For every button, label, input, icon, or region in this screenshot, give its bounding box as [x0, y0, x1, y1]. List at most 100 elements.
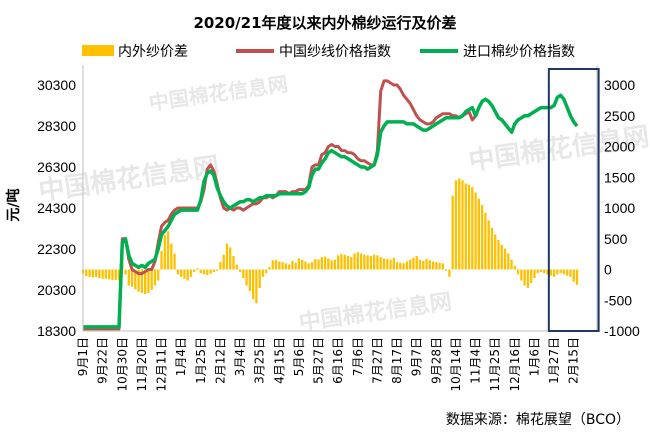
- spread-bar: [206, 269, 209, 276]
- spread-bar: [242, 269, 245, 279]
- spread-bar: [317, 259, 320, 270]
- spread-bar: [232, 255, 235, 270]
- spread-bar: [130, 269, 134, 287]
- x-tick-label: 3月25日: [253, 337, 267, 384]
- spread-bar: [291, 260, 294, 270]
- spread-bar: [117, 269, 121, 281]
- y-right-tick-label: 0: [604, 262, 612, 278]
- x-tick-label: 3月4日: [233, 337, 247, 376]
- spread-bar: [153, 269, 157, 286]
- spread-bar: [500, 244, 503, 270]
- spread-bar: [376, 255, 379, 270]
- spread-bar: [428, 260, 431, 270]
- spread-bar: [441, 263, 445, 270]
- y-right-tick-label: 1000: [604, 200, 635, 216]
- y-left-tick-label: 24300: [37, 200, 76, 216]
- spread-bar: [507, 253, 510, 270]
- spread-bar: [340, 254, 343, 270]
- x-tick-label: 11月25日: [488, 337, 502, 392]
- spread-bar: [104, 269, 108, 279]
- spread-bar: [160, 251, 163, 270]
- spread-bar: [229, 247, 232, 270]
- spread-bar: [248, 269, 251, 292]
- spread-bar: [337, 255, 340, 270]
- spread-bar: [219, 262, 222, 270]
- x-tick-label: 9月1日: [76, 337, 90, 376]
- spread-bar: [268, 267, 271, 270]
- spread-bar: [412, 257, 415, 270]
- y-right-tick-label: 2000: [604, 139, 635, 155]
- x-tick-label: 10月30日: [115, 337, 129, 392]
- spread-bar: [418, 259, 422, 270]
- y-left-tick-label: 20300: [37, 282, 76, 298]
- spread-bar: [575, 269, 579, 285]
- spread-bar: [389, 259, 392, 270]
- spread-bar: [98, 269, 101, 279]
- legend-swatch-spread: [82, 45, 114, 56]
- spread-bar: [549, 269, 552, 276]
- spread-bar: [402, 263, 405, 270]
- spread-bar: [274, 259, 278, 270]
- legend-label-spread: 内外纱价差: [118, 44, 188, 60]
- spread-bar: [559, 269, 562, 274]
- spread-bar: [238, 269, 242, 272]
- spread-bar: [212, 269, 216, 272]
- spread-bar: [464, 183, 467, 270]
- spread-bar: [415, 255, 418, 270]
- spread-bar: [258, 269, 261, 288]
- x-tick-label: 1月25日: [194, 337, 208, 384]
- spread-bar: [111, 269, 114, 280]
- cy-index-line: [83, 79, 579, 331]
- spread-bar: [304, 261, 307, 270]
- spread-bar: [448, 269, 451, 277]
- spread-bar: [261, 269, 265, 277]
- y-left-tick-label: 22300: [37, 241, 76, 257]
- spread-bar: [438, 262, 441, 270]
- highlight-box: [547, 68, 600, 332]
- spread-bar: [330, 260, 333, 270]
- spread-bar: [543, 269, 546, 274]
- watermark-text: 中国棉花信息网: [147, 72, 289, 115]
- x-tick-label: 6月16日: [331, 337, 345, 384]
- spread-bar: [369, 255, 373, 270]
- spread-bar: [363, 254, 366, 270]
- spread-bar: [490, 227, 494, 270]
- x-tick-label: 11月20日: [135, 337, 149, 392]
- spread-bar: [271, 260, 274, 270]
- x-tick-label: 2月12日: [213, 337, 227, 384]
- y-left-tick-label: 18300: [37, 323, 76, 339]
- spread-bar: [281, 262, 284, 270]
- x-tick-label: 1月4日: [174, 337, 188, 376]
- x-tick-label: 4月15日: [272, 337, 286, 384]
- spread-bar: [539, 269, 543, 272]
- y-left-axis-label: 元/吨: [5, 188, 22, 221]
- spread-bar: [163, 235, 166, 270]
- y-right-tick-label: 1500: [604, 169, 635, 185]
- spread-bar: [310, 262, 314, 270]
- spread-bar: [536, 269, 539, 274]
- spread-bar: [477, 198, 480, 270]
- chart-title: 2020/21年度以来内外棉纱运行及价差: [193, 14, 456, 32]
- watermark-text: 中国棉花信息网: [297, 289, 453, 336]
- spread-bar: [379, 257, 382, 270]
- spread-bar: [533, 269, 536, 279]
- spread-bar: [461, 180, 464, 270]
- spread-bar: [127, 269, 130, 286]
- spread-bar: [320, 257, 323, 270]
- spread-bar: [144, 269, 147, 295]
- x-tick-label: 11月4日: [469, 337, 483, 384]
- spread-bar: [114, 269, 117, 280]
- spread-bar: [183, 269, 186, 279]
- y-right-tick-label: -500: [604, 292, 632, 308]
- spread-bar: [180, 269, 183, 277]
- spread-bar: [284, 263, 287, 270]
- y-right-tick-label: 2500: [604, 108, 635, 124]
- spread-bar: [530, 269, 533, 284]
- spread-bar: [516, 269, 520, 275]
- spread-bar: [278, 261, 281, 270]
- spread-bar: [333, 259, 337, 270]
- spread-bar: [451, 195, 454, 270]
- spread-bar: [323, 256, 327, 270]
- spread-bar: [556, 269, 559, 275]
- spread-bar: [353, 253, 356, 270]
